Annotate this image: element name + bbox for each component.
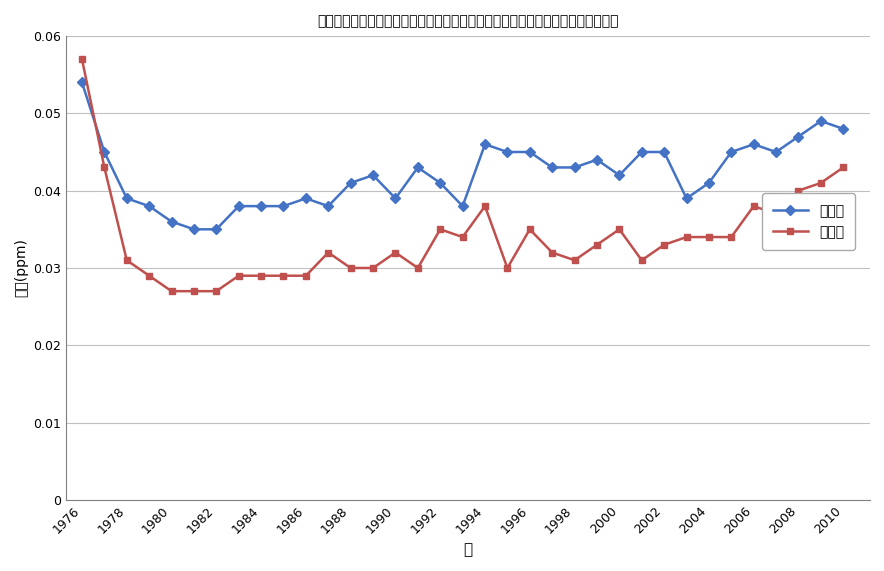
自排局: [749, 203, 759, 210]
自排局: [816, 179, 827, 186]
一般局: [659, 148, 669, 155]
一般局: [749, 141, 759, 148]
自排局: [793, 187, 804, 194]
Line: 自排局: 自排局: [79, 56, 847, 295]
自排局: [211, 288, 222, 295]
自排局: [144, 272, 155, 279]
一般局: [188, 226, 199, 233]
一般局: [77, 79, 88, 86]
Legend: 一般局, 自排局: 一般局, 自排局: [762, 193, 855, 250]
一般局: [121, 195, 132, 202]
自排局: [457, 234, 468, 240]
一般局: [480, 141, 491, 148]
自排局: [233, 272, 244, 279]
一般局: [278, 203, 289, 210]
一般局: [838, 126, 849, 132]
一般局: [816, 118, 827, 124]
自排局: [99, 164, 110, 171]
自排局: [413, 264, 423, 271]
一般局: [771, 148, 781, 155]
一般局: [166, 218, 177, 225]
自排局: [682, 234, 692, 240]
一般局: [255, 203, 266, 210]
一般局: [591, 156, 602, 163]
一般局: [682, 195, 692, 202]
一般局: [793, 133, 804, 140]
自排局: [771, 211, 781, 218]
自排局: [591, 242, 602, 248]
一般局: [435, 179, 446, 186]
一般局: [144, 203, 155, 210]
自排局: [502, 264, 513, 271]
自排局: [278, 272, 289, 279]
X-axis label: 年: 年: [463, 542, 473, 557]
自排局: [569, 257, 580, 264]
一般局: [704, 179, 714, 186]
一般局: [614, 172, 625, 179]
自排局: [121, 257, 132, 264]
一般局: [233, 203, 244, 210]
自排局: [524, 226, 535, 233]
一般局: [457, 203, 468, 210]
自排局: [390, 249, 400, 256]
自排局: [77, 56, 88, 63]
一般局: [636, 148, 647, 155]
一般局: [726, 148, 736, 155]
一般局: [346, 179, 356, 186]
自排局: [255, 272, 266, 279]
一般局: [323, 203, 333, 210]
自排局: [368, 264, 378, 271]
一般局: [211, 226, 222, 233]
自排局: [614, 226, 625, 233]
Line: 一般局: 一般局: [79, 79, 847, 233]
自排局: [346, 264, 356, 271]
自排局: [636, 257, 647, 264]
自排局: [480, 203, 491, 210]
自排局: [188, 288, 199, 295]
自排局: [838, 164, 849, 171]
一般局: [368, 172, 378, 179]
一般局: [502, 148, 513, 155]
一般局: [413, 164, 423, 171]
自排局: [166, 288, 177, 295]
一般局: [390, 195, 400, 202]
一般局: [547, 164, 558, 171]
自排局: [726, 234, 736, 240]
自排局: [301, 272, 311, 279]
自排局: [704, 234, 714, 240]
自排局: [435, 226, 446, 233]
一般局: [99, 148, 110, 155]
Y-axis label: 濃度(ppm): 濃度(ppm): [14, 239, 28, 297]
Title: 光化学オキシダント濃度の年平均値（昼間の日最高１時間値の年平均値）の推移: 光化学オキシダント濃度の年平均値（昼間の日最高１時間値の年平均値）の推移: [317, 14, 619, 28]
自排局: [547, 249, 558, 256]
一般局: [524, 148, 535, 155]
一般局: [569, 164, 580, 171]
自排局: [323, 249, 333, 256]
自排局: [659, 242, 669, 248]
一般局: [301, 195, 311, 202]
